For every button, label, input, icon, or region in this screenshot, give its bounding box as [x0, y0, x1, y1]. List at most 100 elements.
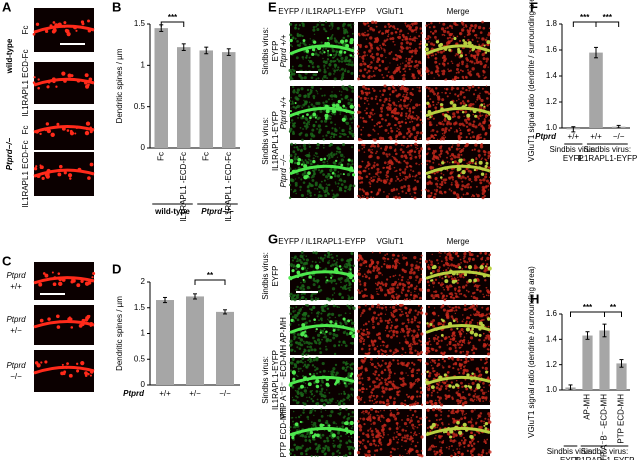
puncta [393, 254, 395, 256]
puncta [465, 121, 468, 124]
puncta [460, 69, 462, 71]
puncta [428, 285, 430, 287]
puncta [396, 94, 399, 97]
puncta [309, 146, 311, 148]
puncta [361, 348, 364, 351]
puncta [381, 371, 384, 374]
puncta [410, 294, 412, 296]
puncta [352, 265, 355, 268]
puncta [455, 341, 457, 343]
spine [86, 127, 89, 130]
puncta [351, 130, 353, 132]
spine [326, 109, 330, 113]
panel-letter: G [268, 231, 278, 246]
puncta [402, 62, 403, 63]
puncta [401, 347, 403, 349]
spine [37, 78, 39, 80]
puncta [450, 176, 453, 179]
puncta [412, 175, 414, 177]
puncta [350, 265, 351, 266]
puncta [409, 386, 412, 389]
puncta [319, 110, 322, 113]
puncta [384, 161, 387, 164]
puncta [296, 260, 298, 262]
puncta [472, 352, 475, 355]
genotype-label: Ptprd +/+ [279, 34, 288, 67]
puncta [318, 185, 321, 188]
puncta [339, 136, 341, 138]
puncta [318, 169, 320, 171]
spine [79, 324, 83, 328]
puncta [396, 393, 398, 395]
puncta [427, 281, 430, 284]
puncta [364, 282, 367, 285]
puncta [377, 192, 379, 194]
puncta [376, 123, 378, 125]
puncta [369, 42, 371, 44]
spine [297, 158, 300, 161]
spine [429, 116, 431, 118]
puncta [386, 98, 388, 100]
puncta [333, 305, 336, 308]
puncta [393, 310, 396, 313]
puncta [387, 109, 389, 111]
puncta [351, 122, 353, 124]
puncta [475, 101, 476, 102]
puncta [327, 449, 330, 452]
puncta [480, 258, 483, 261]
puncta [427, 189, 430, 192]
puncta [429, 372, 432, 375]
puncta [336, 255, 338, 257]
puncta [317, 298, 319, 300]
puncta [382, 360, 384, 362]
puncta [472, 149, 474, 151]
puncta [359, 63, 362, 66]
puncta [478, 134, 479, 135]
puncta [398, 193, 400, 195]
puncta [368, 49, 371, 52]
puncta [486, 37, 487, 38]
puncta [373, 176, 374, 177]
puncta [314, 322, 315, 323]
puncta [387, 35, 389, 37]
puncta [475, 297, 476, 298]
puncta [420, 268, 423, 271]
puncta [368, 149, 371, 152]
puncta [376, 53, 379, 56]
puncta [334, 63, 337, 66]
puncta [317, 282, 319, 284]
puncta [387, 344, 389, 346]
puncta [358, 149, 360, 151]
spine [448, 49, 451, 52]
puncta [350, 368, 352, 370]
puncta [465, 89, 467, 91]
puncta [329, 339, 332, 342]
puncta [362, 127, 363, 128]
puncta [370, 358, 373, 361]
puncta [476, 400, 477, 401]
puncta [362, 295, 365, 298]
puncta [455, 350, 458, 353]
puncta [448, 336, 450, 338]
puncta [432, 319, 435, 322]
puncta [382, 284, 384, 286]
puncta [365, 289, 366, 290]
puncta [407, 128, 409, 130]
puncta [428, 160, 430, 162]
puncta [400, 331, 402, 333]
puncta [368, 103, 369, 104]
puncta [319, 128, 322, 131]
puncta [388, 103, 390, 105]
puncta [456, 110, 459, 113]
puncta [464, 36, 466, 38]
puncta [379, 123, 380, 124]
puncta [437, 92, 439, 94]
puncta [390, 306, 392, 308]
puncta [394, 124, 396, 126]
spine [483, 106, 485, 108]
puncta [481, 158, 483, 160]
puncta [357, 44, 359, 46]
puncta [488, 390, 489, 391]
puncta [432, 157, 435, 160]
